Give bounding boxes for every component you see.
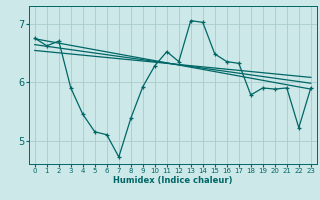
- X-axis label: Humidex (Indice chaleur): Humidex (Indice chaleur): [113, 176, 233, 185]
